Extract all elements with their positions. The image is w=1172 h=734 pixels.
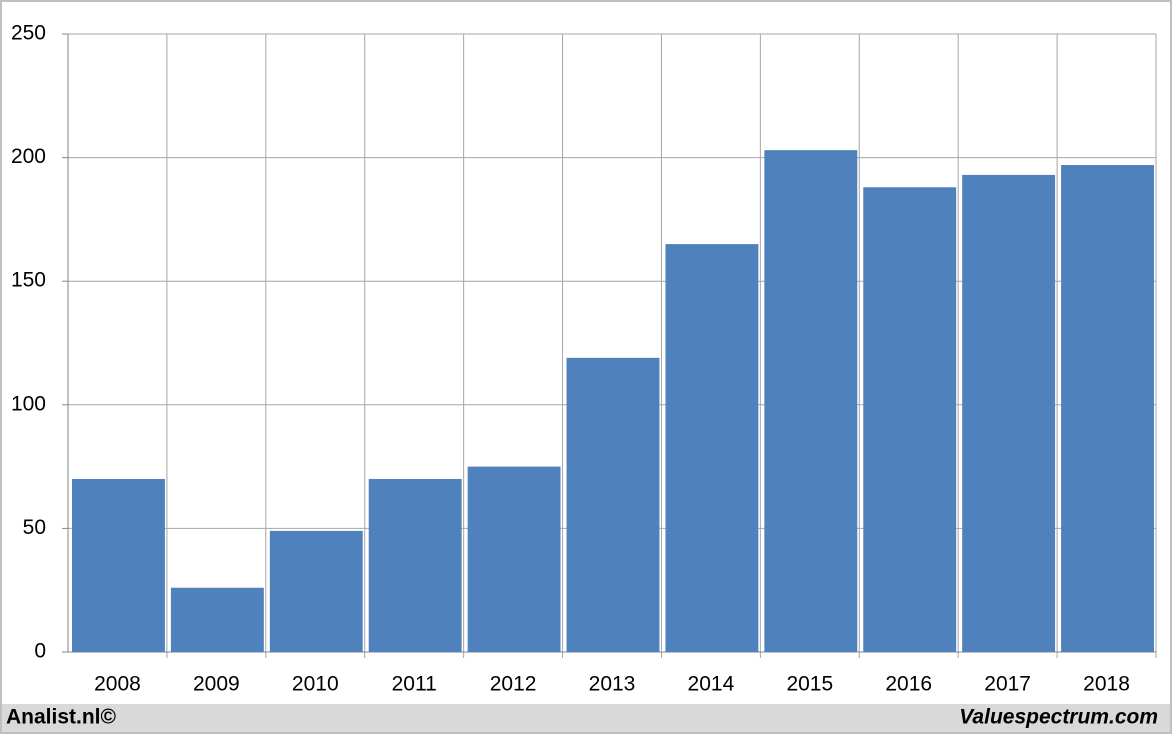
x-tick-label: 2011 [392, 673, 437, 696]
y-tick-label: 200 [11, 145, 46, 168]
footer-right: Valuespectrum.com [959, 706, 1158, 729]
x-tick-label: 2012 [490, 673, 537, 696]
x-tick-label: 2009 [193, 673, 240, 696]
x-tick-label: 2013 [589, 673, 636, 696]
bar [962, 174, 1056, 653]
x-tick-label: 2016 [885, 673, 932, 696]
bar [863, 187, 957, 652]
y-tick-label: 150 [11, 269, 46, 292]
y-tick-label: 100 [11, 392, 46, 415]
bar [566, 357, 660, 652]
footer-band [2, 704, 1170, 732]
x-tick-label: 2010 [292, 673, 339, 696]
footer-left: Analist.nl© [6, 706, 117, 729]
bar [665, 244, 759, 652]
bar [170, 587, 264, 652]
y-tick-label: 50 [23, 516, 46, 539]
y-tick-label: 0 [34, 640, 46, 663]
x-tick-label: 2014 [688, 673, 735, 696]
bar [368, 478, 462, 652]
bar [1061, 165, 1154, 653]
bar [764, 150, 858, 652]
bar [269, 530, 363, 652]
x-tick-label: 2015 [786, 673, 833, 696]
bar [72, 478, 165, 652]
x-tick-label: 2017 [984, 673, 1031, 696]
x-tick-label: 2018 [1083, 673, 1130, 696]
y-tick-label: 250 [11, 22, 46, 45]
x-tick-label: 2008 [94, 673, 141, 696]
bar [467, 466, 561, 652]
